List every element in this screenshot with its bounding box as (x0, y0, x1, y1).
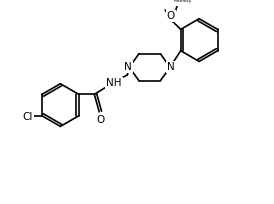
Text: NH: NH (106, 78, 122, 88)
Text: O: O (96, 115, 104, 125)
Text: methoxy: methoxy (173, 0, 192, 3)
Text: N: N (167, 62, 175, 72)
Text: Cl: Cl (22, 112, 33, 122)
Text: O: O (167, 11, 175, 21)
Text: N: N (124, 62, 132, 72)
